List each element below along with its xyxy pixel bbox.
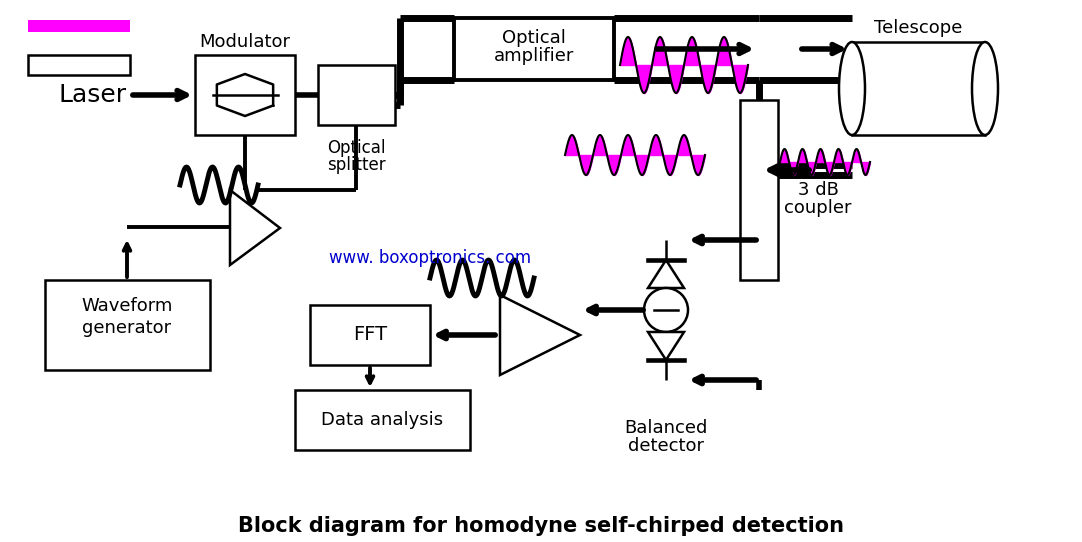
Text: Block diagram for homodyne self-chirped detection: Block diagram for homodyne self-chirped … (238, 516, 844, 536)
Ellipse shape (839, 42, 865, 135)
Text: Optical: Optical (327, 139, 385, 157)
Text: Data analysis: Data analysis (321, 411, 443, 429)
Polygon shape (648, 332, 684, 360)
Bar (311, 305, 430, 365)
Text: 3 dB: 3 dB (797, 181, 839, 199)
Text: coupler: coupler (784, 199, 852, 217)
Text: amplifier: amplifier (493, 47, 575, 65)
Bar (454, 18, 613, 80)
Bar (852, 42, 985, 135)
Text: Waveform: Waveform (81, 297, 173, 315)
Text: generator: generator (82, 319, 172, 337)
Text: Telescope: Telescope (874, 19, 962, 37)
Text: FFT: FFT (353, 326, 387, 345)
Text: detector: detector (628, 437, 704, 455)
Text: Balanced: Balanced (624, 419, 708, 437)
Ellipse shape (972, 42, 998, 135)
Circle shape (644, 288, 688, 332)
Polygon shape (230, 190, 280, 265)
Text: Laser: Laser (58, 83, 127, 107)
Bar (318, 65, 395, 125)
Bar (740, 100, 778, 280)
Text: splitter: splitter (327, 156, 385, 174)
Text: Optical: Optical (502, 29, 566, 47)
Text: www. boxoptronics. com: www. boxoptronics. com (329, 249, 531, 267)
Bar (45, 280, 210, 370)
Bar (295, 390, 470, 450)
Bar (195, 55, 295, 135)
Polygon shape (500, 295, 580, 375)
Bar (28, 55, 130, 75)
Text: Modulator: Modulator (199, 33, 290, 51)
Polygon shape (648, 260, 684, 288)
Bar (28, 20, 130, 32)
